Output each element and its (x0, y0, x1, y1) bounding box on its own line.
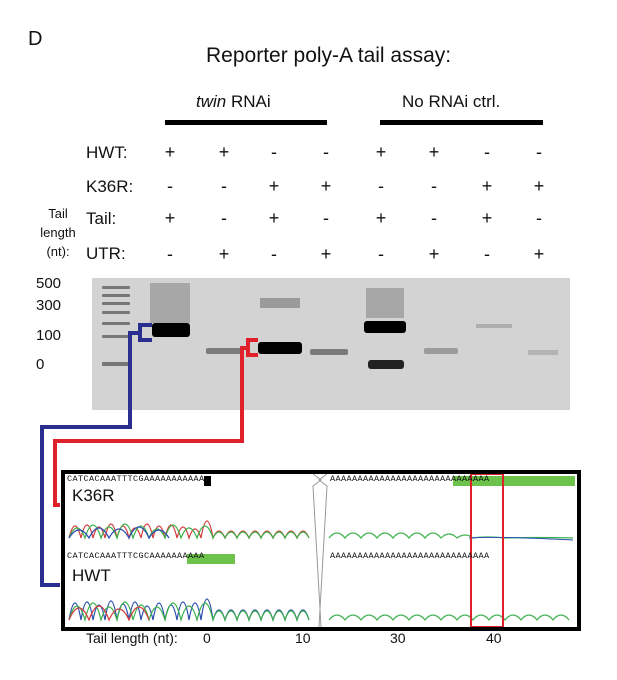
lane-symbol: - (431, 208, 437, 228)
ladder-label-500: 500 (36, 275, 62, 292)
group-rest: No RNAi ctrl. (402, 92, 501, 111)
lane-symbol: - (484, 244, 490, 264)
lane-symbol: + (218, 142, 230, 162)
lane-symbol: - (221, 176, 227, 196)
sequence-hwt-left: CATCACAAATTTCGCAAAAAAAAAA (67, 551, 205, 561)
group-italic: twin (196, 92, 227, 111)
lane-symbol: + (481, 208, 493, 228)
blue-bracket (138, 323, 152, 342)
group-label-twin-rnai: twin RNAi (196, 92, 271, 112)
axis-tick-10: 10 (295, 630, 311, 646)
track-label-hwt: HWT (72, 566, 111, 585)
track-label-k36r: K36R (72, 486, 115, 505)
lane-symbol: + (375, 142, 387, 162)
red-connector (53, 346, 248, 507)
ladder-label-0: 0 (36, 356, 45, 373)
lane-symbol: + (164, 208, 176, 228)
lane-symbol: - (536, 142, 542, 162)
lane-symbol: - (323, 208, 329, 228)
group-label-no-rnai: No RNAi ctrl. (402, 92, 500, 112)
gel-bands (102, 283, 558, 369)
lane-symbol: - (221, 208, 227, 228)
lane-symbol: + (533, 176, 545, 196)
sequence-hwt-right: AAAAAAAAAAAAAAAAAAAAAAAAAAAAA (330, 551, 490, 561)
lane-symbol: + (428, 142, 440, 162)
lane-symbol: - (484, 142, 490, 162)
lane-symbol: - (378, 244, 384, 264)
row-label-hwt: HWT: (86, 143, 128, 162)
blue-connector (40, 331, 140, 587)
lane-symbol: + (320, 176, 332, 196)
lane-symbol: - (167, 244, 173, 264)
lane-symbol: + (533, 244, 545, 264)
axis-tick-40: 40 (486, 630, 502, 646)
lane-symbol: - (323, 142, 329, 162)
lane-symbol: + (164, 142, 176, 162)
lane-symbol: - (536, 208, 542, 228)
lane-symbol: + (375, 208, 387, 228)
axis-title: Tail length (nt): (86, 630, 178, 646)
lane-symbol: + (320, 244, 332, 264)
red-bracket (246, 338, 258, 357)
ladder-label-100: 100 (36, 327, 62, 344)
panel-letter: D (28, 28, 43, 50)
axis-tick-30: 30 (390, 630, 406, 646)
lane-symbol: + (481, 176, 493, 196)
tail-length-line: Tail (48, 206, 68, 221)
group-bar-twin (165, 120, 327, 125)
gel-image (92, 278, 570, 410)
row-label-tail: Tail: (86, 209, 117, 228)
chromatogram-box (61, 470, 581, 631)
lane-symbol: - (271, 244, 277, 264)
sequence-k36r-left: CATCACAAATTTCGAAAAAAAAAAA (67, 474, 205, 484)
tail-length-label: Tail length (nt): (36, 204, 80, 261)
group-bar-ctrl (380, 120, 543, 125)
lane-symbol: - (431, 176, 437, 196)
chromatogram (68, 473, 575, 628)
lane-symbol: - (271, 142, 277, 162)
lane-symbol: + (428, 244, 440, 264)
row-label-utr: UTR: (86, 244, 126, 263)
lane-symbol: - (378, 176, 384, 196)
sequence-k36r-right: AAAAAAAAAAAAAAAAAAAAAAAAAAAAA (330, 474, 490, 484)
figure-title: Reporter poly-A tail assay: (206, 44, 452, 67)
group-rest: RNAi (226, 92, 271, 111)
lane-symbol: + (268, 208, 280, 228)
lane-symbol: + (268, 176, 280, 196)
axis-tick-0: 0 (203, 630, 211, 646)
lane-symbol: - (167, 176, 173, 196)
ladder-label-300: 300 (36, 297, 62, 314)
lane-symbol: + (218, 244, 230, 264)
row-label-k36r: K36R: (86, 177, 134, 196)
tail-length-line: length (40, 225, 76, 240)
tail-length-line: (nt): (46, 244, 70, 259)
